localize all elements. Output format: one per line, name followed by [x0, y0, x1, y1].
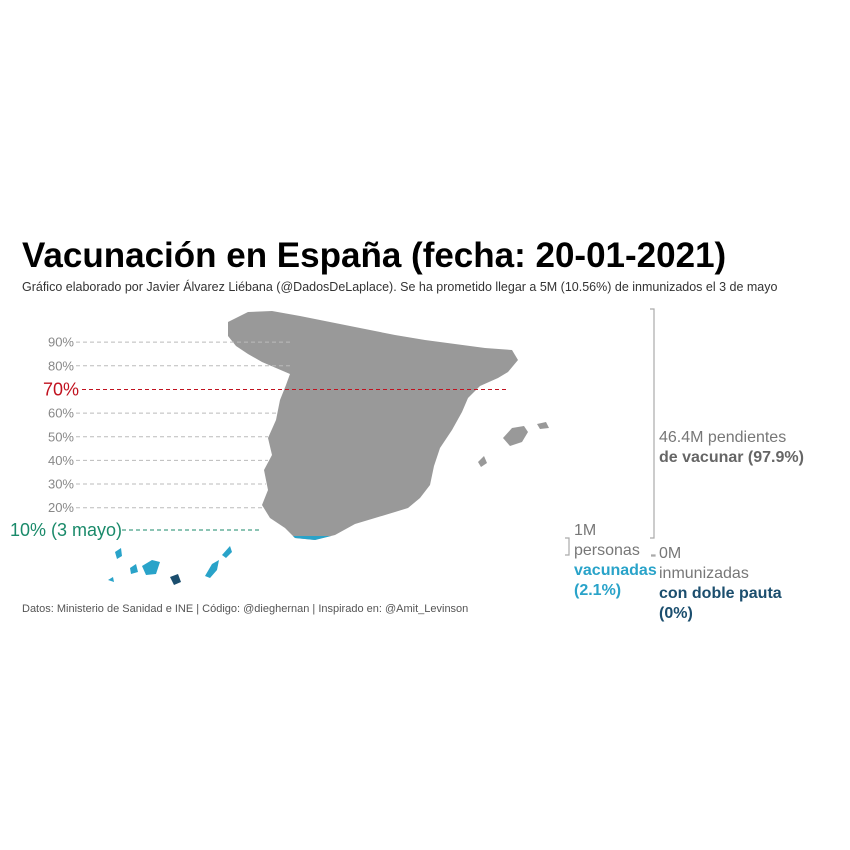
page-subtitle: Gráfico elaborado por Javier Álvarez Lié…	[22, 280, 778, 294]
annotation-line: inmunizadas	[659, 565, 749, 582]
annotation-line: personas	[574, 542, 640, 559]
menorca-shape	[537, 422, 549, 429]
map-canarias	[108, 546, 232, 585]
annotation-line: 1M	[574, 522, 596, 539]
annotation-line: (0%)	[659, 605, 693, 622]
canary-island-shape	[108, 577, 114, 582]
y-tick-label: 30%	[48, 477, 74, 492]
annotation-line: vacunadas	[574, 562, 657, 579]
annotation-line: con doble pauta	[659, 585, 782, 602]
page-caption: Datos: Ministerio de Sanidad e INE | Cód…	[22, 603, 469, 615]
canary-island-shape	[222, 546, 232, 558]
canary-island-shape	[205, 560, 219, 578]
annotation-line: (2.1%)	[574, 582, 621, 599]
vaccinated-area-mainland	[228, 536, 518, 540]
page-title: Vacunación en España (fecha: 20-01-2021)	[22, 236, 727, 275]
series-annotation: 1M personas vacunadas (2.1%)	[574, 522, 657, 599]
series-annotations: 46.4M pendientes de vacunar (97.9%) 1M pers…	[574, 429, 804, 622]
percentage-grid: 20% 30% 40% 50% 60% 80% 90%	[48, 335, 290, 515]
canary-island-shape	[115, 548, 122, 559]
map-mainland	[228, 311, 518, 540]
canary-island-shape	[130, 564, 138, 574]
y-tick-label: 60%	[48, 406, 74, 421]
map-baleares	[478, 422, 549, 467]
canary-island-shape	[170, 574, 181, 585]
bracket	[651, 554, 656, 557]
reference-line-label: 70%	[43, 379, 79, 399]
reference-lines: 70% 10% (3 mayo)	[10, 379, 506, 540]
annotation-line: de vacunar (97.9%)	[659, 449, 804, 466]
y-tick-label: 20%	[48, 500, 74, 515]
y-tick-label: 90%	[48, 335, 74, 350]
canary-island-shape	[142, 560, 160, 575]
mallorca-shape	[503, 426, 528, 446]
bracket	[650, 308, 655, 539]
reference-line-label: 10% (3 mayo)	[10, 520, 122, 540]
annotation-line: 0M	[659, 545, 681, 562]
annotation-line: 46.4M pendientes	[659, 429, 786, 446]
ibiza-shape	[478, 456, 487, 467]
annotation-brackets	[565, 308, 656, 557]
y-tick-label: 80%	[48, 358, 74, 373]
series-annotation: 46.4M pendientes de vacunar (97.9%)	[659, 429, 804, 466]
series-annotation: 0M inmunizadas con doble pauta (0%)	[659, 545, 782, 622]
bracket	[565, 537, 570, 556]
y-tick-label: 50%	[48, 429, 74, 444]
y-tick-label: 40%	[48, 453, 74, 468]
mainland-shape	[228, 311, 518, 540]
